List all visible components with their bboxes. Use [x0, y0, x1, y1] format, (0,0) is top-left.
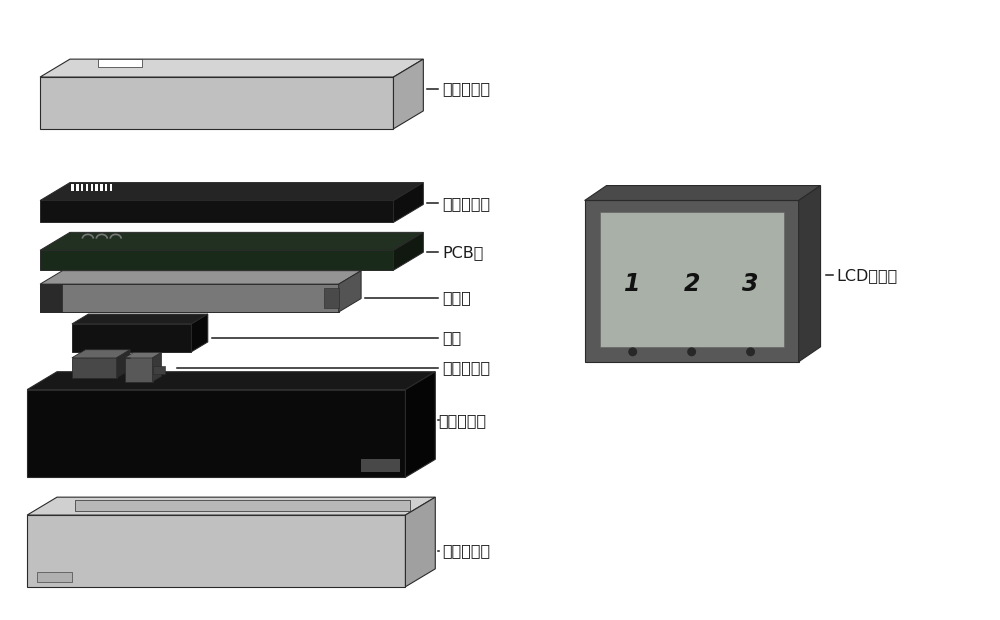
- Text: 外壳（底）: 外壳（底）: [442, 543, 490, 559]
- Polygon shape: [324, 288, 339, 308]
- Polygon shape: [81, 184, 83, 190]
- Polygon shape: [40, 59, 423, 77]
- Polygon shape: [40, 284, 339, 312]
- Polygon shape: [125, 358, 153, 382]
- Polygon shape: [40, 250, 393, 270]
- Polygon shape: [585, 185, 821, 200]
- Polygon shape: [125, 352, 162, 358]
- Text: 电源: 电源: [442, 330, 462, 345]
- Polygon shape: [393, 59, 423, 129]
- Polygon shape: [339, 271, 361, 312]
- Polygon shape: [405, 497, 435, 587]
- Polygon shape: [72, 350, 130, 358]
- Polygon shape: [40, 284, 62, 312]
- Polygon shape: [393, 182, 423, 223]
- Polygon shape: [361, 459, 400, 472]
- Text: LCD显示屏: LCD显示屏: [836, 268, 898, 283]
- Circle shape: [628, 347, 637, 356]
- Text: 风扇及马达: 风扇及马达: [442, 360, 490, 375]
- Polygon shape: [27, 497, 435, 515]
- Polygon shape: [405, 372, 435, 477]
- Polygon shape: [72, 314, 208, 324]
- Polygon shape: [72, 358, 117, 378]
- Polygon shape: [799, 185, 821, 361]
- Polygon shape: [27, 372, 435, 389]
- Polygon shape: [37, 572, 72, 582]
- Polygon shape: [86, 184, 88, 190]
- Text: 2: 2: [683, 272, 700, 296]
- Polygon shape: [27, 515, 405, 587]
- Polygon shape: [75, 500, 410, 511]
- Polygon shape: [98, 59, 142, 67]
- Polygon shape: [40, 77, 393, 129]
- Polygon shape: [105, 184, 107, 190]
- Text: PCB板: PCB板: [442, 245, 484, 260]
- Polygon shape: [117, 350, 130, 378]
- Polygon shape: [600, 213, 784, 347]
- Text: 外壳（顶）: 外壳（顶）: [442, 81, 490, 96]
- Text: 激光器: 激光器: [442, 291, 471, 306]
- Text: 1: 1: [624, 272, 641, 296]
- Polygon shape: [40, 182, 423, 200]
- Polygon shape: [191, 314, 208, 352]
- Polygon shape: [40, 232, 423, 250]
- Polygon shape: [91, 184, 93, 190]
- Polygon shape: [76, 184, 79, 190]
- Polygon shape: [40, 271, 361, 284]
- Polygon shape: [72, 324, 191, 352]
- Text: 内壳（顶）: 内壳（顶）: [442, 196, 490, 211]
- Text: 内壳（底）: 内壳（底）: [438, 413, 486, 428]
- Text: 3: 3: [742, 272, 759, 296]
- Polygon shape: [100, 184, 103, 190]
- Polygon shape: [71, 184, 74, 190]
- Polygon shape: [585, 200, 799, 361]
- Circle shape: [687, 347, 696, 356]
- Circle shape: [746, 347, 755, 356]
- Polygon shape: [153, 352, 162, 382]
- Polygon shape: [95, 184, 98, 190]
- Polygon shape: [40, 200, 393, 223]
- Polygon shape: [110, 184, 112, 190]
- Polygon shape: [153, 366, 165, 374]
- Polygon shape: [27, 389, 405, 477]
- Polygon shape: [393, 232, 423, 270]
